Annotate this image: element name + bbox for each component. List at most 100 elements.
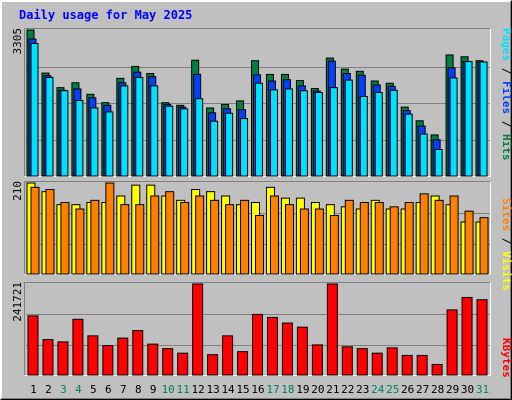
pages-bar [150,85,159,177]
pages-bar [120,85,129,177]
sites-bar [329,215,339,275]
day-label: 11 [177,383,190,396]
sites-bar [404,202,414,275]
visits-sites-panel [24,181,491,275]
day-label: 16 [251,383,264,396]
day-label: 27 [416,383,429,396]
legend-sites: Sites [500,198,512,231]
legend-sep: / [500,61,512,81]
kbytes-bar [222,335,234,376]
day-label: 20 [311,383,324,396]
sites-bar [165,191,175,275]
sites-bar [105,182,115,275]
day-label: 14 [221,383,235,396]
sites-bar [419,193,429,275]
kbytes-bar [132,330,144,376]
kbytes-panel-legend: KBytes [500,338,512,378]
kbytes-bar [371,352,383,376]
sites-bar [255,215,265,275]
day-label: 12 [192,383,205,396]
sites-bar [269,195,279,275]
pages-bar [195,98,204,177]
legend-files: Files [500,81,512,114]
sites-bar [225,204,235,275]
pages-bar [60,90,69,177]
kbytes-bar [27,315,39,376]
sites-bar [464,210,474,275]
kbytes-bar [162,348,174,376]
pages-bar [434,148,443,177]
pages-bar [374,92,383,177]
kbytes-bar [207,354,219,376]
pages-bar [105,111,114,177]
pages-bar [314,92,323,177]
pages-bar [389,89,398,177]
pages-bar [449,77,458,177]
day-label: 7 [120,383,127,396]
day-label: 31 [476,383,489,396]
kbytes-bar [476,299,488,376]
day-label: 6 [105,383,112,396]
kbytes-bar [87,335,99,376]
kbytes-bar [461,296,473,376]
sites-bar [389,206,399,275]
day-label: 2 [45,383,52,396]
pages-bar [180,108,189,177]
kbytes-bar [237,351,249,376]
sites-bar [449,195,459,275]
hits-panel-legend: Pages / Files / Hits [500,28,512,161]
day-label: 3 [60,383,67,396]
day-label: 29 [446,383,459,396]
pages-bar [45,76,54,177]
sites-bar [75,208,85,275]
pages-bar [225,112,234,177]
hits-files-pages-panel [24,28,491,177]
legend-hits: Hits [500,134,512,161]
pages-bar [479,61,488,177]
sites-bar [180,202,190,275]
sites-bar [434,199,444,275]
day-label: 22 [341,383,354,396]
legend-sep: / [500,114,512,134]
day-label: 17 [266,383,279,396]
sites-bar [90,199,100,275]
day-label: 9 [150,383,157,396]
day-label: 5 [90,383,97,396]
legend-pages: Pages [500,28,512,61]
sites-bar [344,199,354,275]
pages-bar [90,107,99,177]
visits-ymax-label: 210 [11,181,24,201]
kbytes-bar [326,283,338,376]
kbytes-bar [341,346,353,376]
day-label: 24 [371,383,385,396]
pages-bar [269,89,278,177]
day-label: 1 [30,383,37,396]
hits-ymax-label: 3305 [11,28,24,55]
pages-bar [344,79,353,177]
kbytes-bar [446,309,458,376]
day-label: 21 [326,383,339,396]
pages-bar [165,105,174,177]
kbytes-ymax-label: 241721 [11,282,24,322]
day-label: 26 [401,383,414,396]
sites-bar [479,217,489,275]
day-label: 23 [356,383,369,396]
kbytes-bar [416,354,428,376]
x-axis-day-labels: 1 2 3 4 5 6 7 8 9 10 11 12 13 14 15 16 17 18 19 20 21 22 23 24 2… [30,383,489,396]
pages-bar [299,90,308,177]
pages-bar [404,113,413,177]
pages-bar [75,99,84,177]
sites-bar [60,202,70,275]
pages-bar [30,42,39,177]
pages-bar [284,88,293,177]
pages-bar [240,118,249,177]
kbytes-bar [57,341,69,376]
kbytes-bar [192,283,204,376]
kbytes-bar [147,343,159,376]
kbytes-panel [24,282,491,376]
sites-bar [359,202,369,275]
day-label: 4 [75,383,82,396]
sites-bar [314,208,324,275]
pages-bar [135,76,144,177]
